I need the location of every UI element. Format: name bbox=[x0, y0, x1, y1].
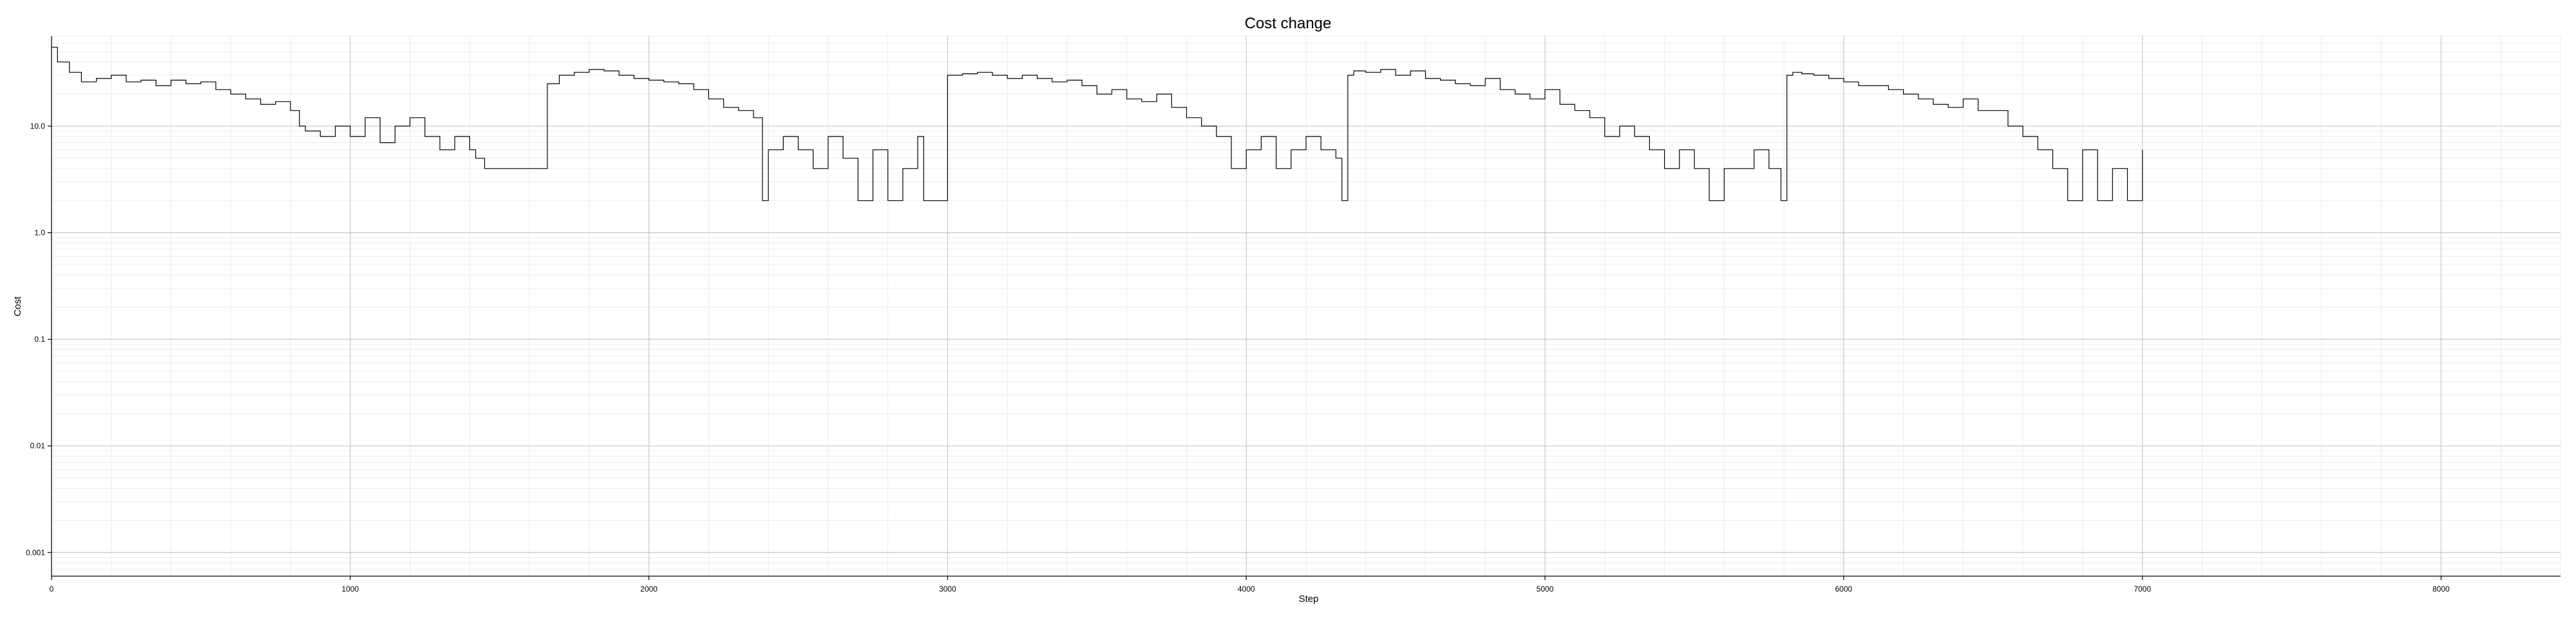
chart-title: Cost change bbox=[1245, 15, 1332, 32]
y-tick-label: 10.0 bbox=[30, 122, 46, 131]
x-tick-label: 0 bbox=[50, 585, 54, 594]
x-axis-title: Step bbox=[1299, 594, 1319, 604]
y-tick-label: 0.001 bbox=[26, 548, 45, 557]
cost-series-line bbox=[52, 46, 2143, 201]
y-ticks: 0.001 0.01 0.1 1.0 10.0 bbox=[26, 122, 52, 557]
y-tick-label: 0.01 bbox=[30, 442, 46, 451]
x-tick-label: 3000 bbox=[939, 585, 956, 594]
x-tick-label: 8000 bbox=[2432, 585, 2450, 594]
x-ticks: 0 1000 2000 3000 4000 5000 6000 7000 8000 bbox=[50, 576, 2450, 594]
y-axis-title: Cost bbox=[12, 296, 23, 317]
x-tick-label: 5000 bbox=[1537, 585, 1554, 594]
x-tick-label: 2000 bbox=[640, 585, 658, 594]
series-group bbox=[52, 46, 2143, 201]
y-tick-label: 0.1 bbox=[34, 335, 45, 344]
x-tick-label: 7000 bbox=[2134, 585, 2151, 594]
x-tick-label: 1000 bbox=[341, 585, 359, 594]
x-tick-label: 4000 bbox=[1238, 585, 1255, 594]
minor-grid bbox=[52, 35, 2561, 577]
y-tick-label: 1.0 bbox=[34, 229, 45, 238]
x-tick-label: 6000 bbox=[1835, 585, 1853, 594]
